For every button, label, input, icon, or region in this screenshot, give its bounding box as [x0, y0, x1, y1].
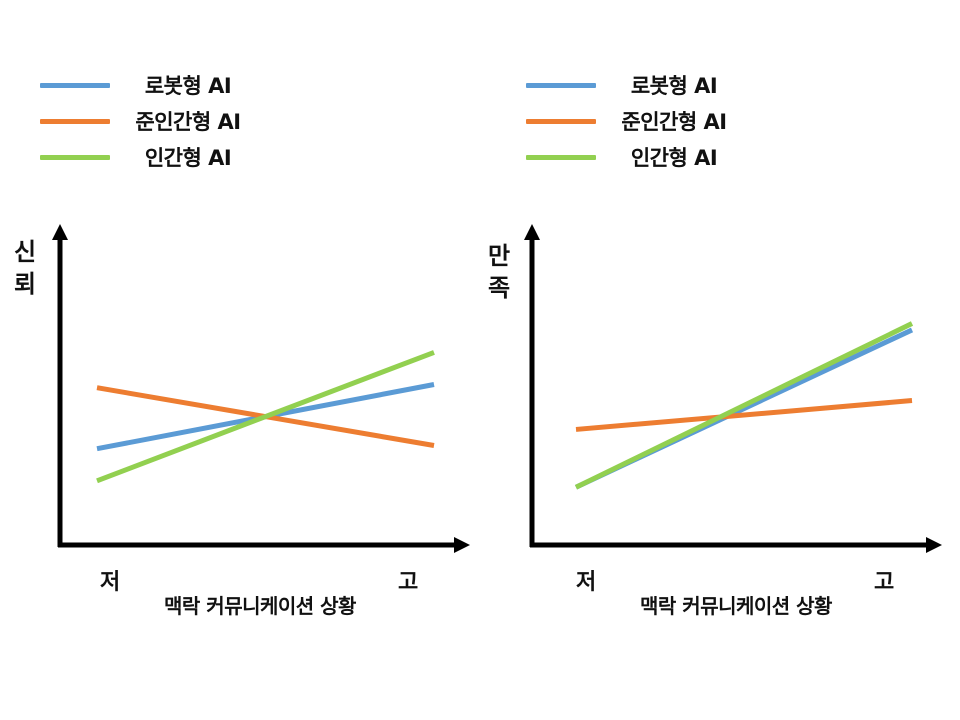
legend-label-semi-human: 준인간형 AI	[135, 110, 241, 134]
y-axis-arrow	[52, 224, 68, 240]
series-line-human	[96, 350, 435, 484]
legend-label-human: 인간형 AI	[144, 146, 232, 170]
y-axis-label: 신뢰	[13, 238, 37, 298]
x-axis-label: 맥락 커뮤니케이션 상황	[640, 594, 832, 618]
y-axis-arrow	[524, 224, 540, 240]
x-tick-low: 저	[100, 570, 121, 595]
legend-label-human: 인간형 AI	[630, 146, 718, 170]
satisfaction-chart-panel: 로봇형 AI 준인간형 AI 인간형 AI 만족 저 고 맥락 커뮤니케이션 상…	[480, 0, 960, 720]
x-axis-arrow	[454, 537, 470, 553]
x-axis-label: 맥락 커뮤니케이션 상황	[164, 594, 356, 618]
legend-swatch-robot	[526, 83, 596, 88]
x-tick-low: 저	[576, 570, 597, 595]
legend-swatch-semi-human	[40, 119, 110, 124]
legend-swatch-human	[526, 155, 596, 160]
legend-label-semi-human: 준인간형 AI	[621, 110, 727, 134]
legend-swatch-human	[40, 155, 110, 160]
x-tick-high: 고	[874, 570, 895, 595]
trust-plot	[52, 224, 470, 553]
series-line-semi-human	[575, 398, 913, 432]
legend-label-robot: 로봇형 AI	[630, 74, 718, 98]
legend-swatch-semi-human	[526, 119, 596, 124]
legend-label-robot: 로봇형 AI	[144, 74, 232, 98]
trust-chart-panel: 로봇형 AI 준인간형 AI 인간형 AI 신뢰 저 고 맥락 커뮤니케이션 상…	[13, 74, 470, 618]
legend-swatch-robot	[40, 83, 110, 88]
y-axis-label: 만족	[487, 242, 511, 302]
x-axis-arrow	[926, 537, 942, 553]
series-line-human	[574, 321, 914, 490]
satisfaction-plot	[524, 224, 942, 553]
x-tick-high: 고	[398, 570, 419, 595]
